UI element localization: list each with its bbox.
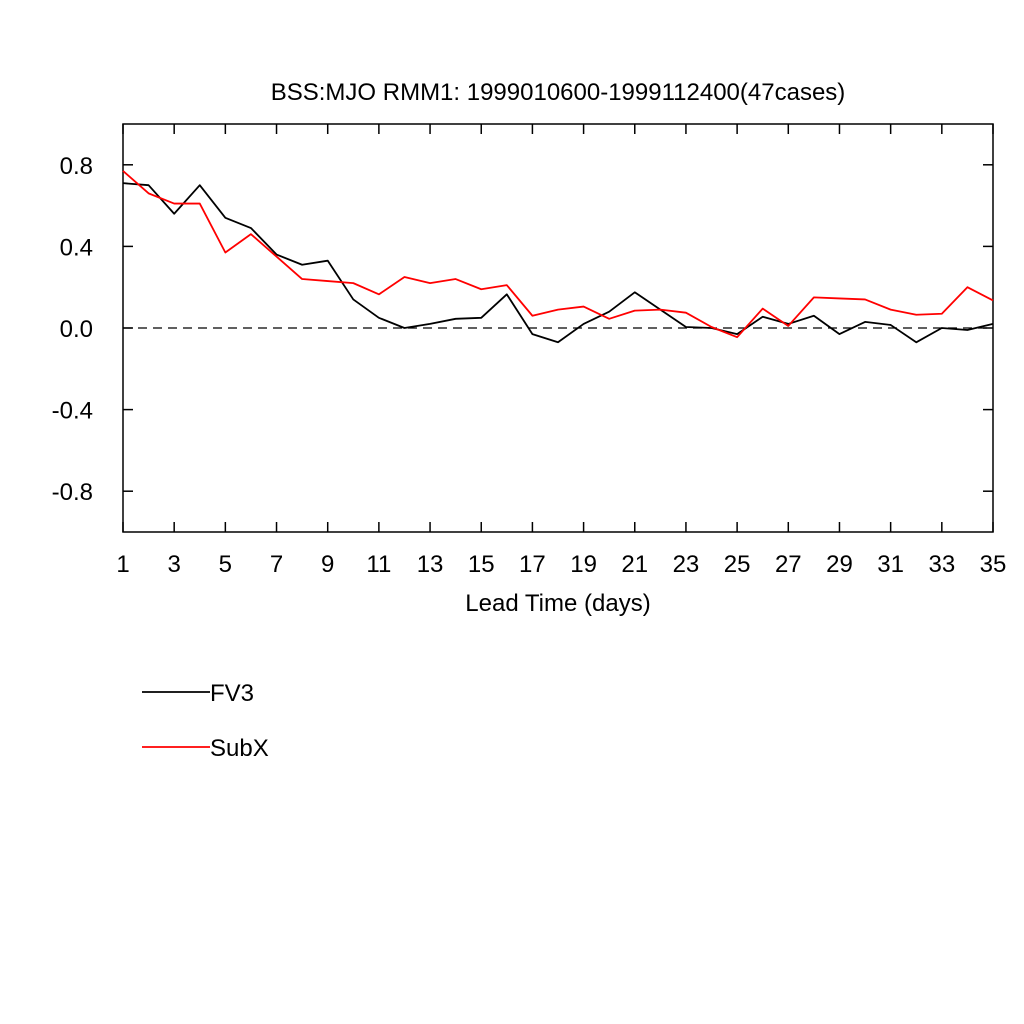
x-tick-label: 21	[621, 551, 648, 578]
x-tick-label: 31	[877, 551, 904, 578]
x-tick-label: 13	[417, 551, 444, 578]
series-lines	[122, 170, 994, 344]
y-tick-label: 0.4	[60, 234, 93, 261]
legend-label-fv3: FV3	[210, 680, 254, 707]
x-axis: 1 3 5 7 9 11 13 15 17 19 21 23 25 27 29 31 33 35	[116, 124, 1006, 578]
y-tick-label: -0.8	[52, 479, 93, 506]
legend-label-subx: SubX	[210, 735, 269, 762]
series-line-fv3	[122, 182, 994, 344]
legend: FV3 SubX	[142, 680, 269, 762]
x-tick-label: 33	[928, 551, 955, 578]
x-tick-label: 15	[468, 551, 495, 578]
x-tick-label: 1	[116, 551, 129, 578]
series-line-subx	[122, 170, 994, 339]
x-tick-label: 11	[366, 551, 391, 578]
x-tick-label: 5	[219, 551, 232, 578]
y-axis: -0.8 -0.4 0.0 0.4 0.8	[52, 153, 993, 506]
x-axis-label: Lead Time (days)	[465, 590, 650, 617]
y-tick-label: -0.4	[52, 398, 93, 425]
x-tick-label: 27	[775, 551, 802, 578]
y-tick-label: 0.0	[60, 316, 93, 343]
y-tick-label: 0.8	[60, 153, 93, 180]
x-tick-label: 19	[570, 551, 597, 578]
chart-title: BSS:MJO RMM1: 1999010600-1999112400(47ca…	[271, 79, 846, 106]
x-tick-label: 23	[673, 551, 700, 578]
x-tick-label: 17	[519, 551, 546, 578]
x-tick-label: 3	[167, 551, 180, 578]
x-tick-label: 29	[826, 551, 853, 578]
x-tick-label: 9	[321, 551, 334, 578]
x-tick-label: 25	[724, 551, 751, 578]
x-tick-label: 7	[270, 551, 283, 578]
x-tick-label: 35	[980, 551, 1007, 578]
